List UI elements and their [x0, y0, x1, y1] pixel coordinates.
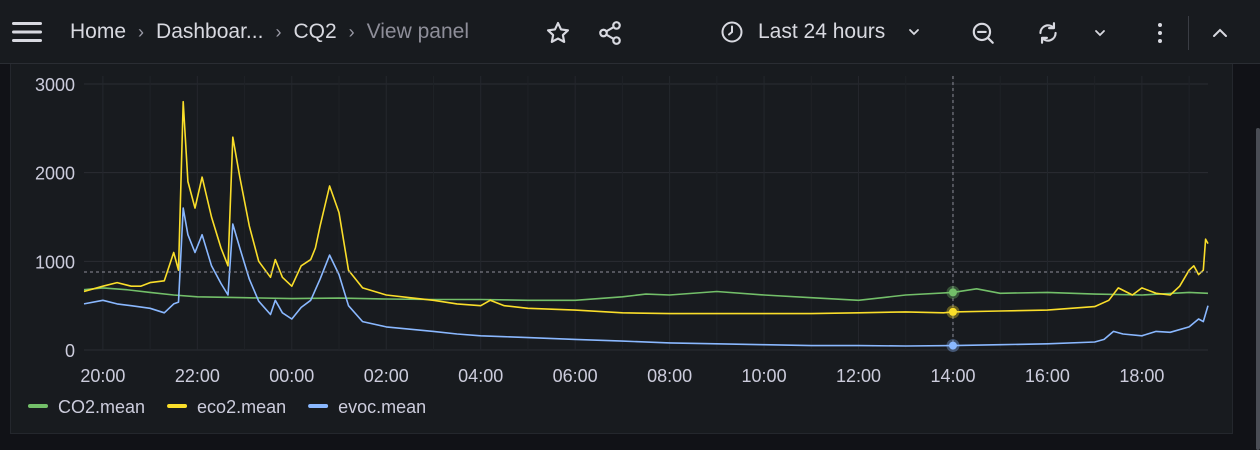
chevron-down-icon — [909, 29, 920, 36]
time-range-label: Last 24 hours — [758, 20, 886, 43]
toolbar-divider — [1188, 16, 1189, 50]
breadcrumb-current-page: View panel — [366, 20, 469, 43]
refresh-interval-dropdown[interactable] — [1090, 24, 1110, 42]
hamburger-icon — [12, 22, 42, 42]
share-button[interactable] — [596, 19, 624, 47]
clock-icon — [721, 21, 743, 43]
time-range-picker[interactable]: Last 24 hours — [720, 20, 921, 44]
chevron-right-icon: › — [138, 21, 145, 42]
chevron-up-icon — [1213, 28, 1227, 37]
chevron-right-icon: › — [275, 21, 282, 42]
menu-button[interactable] — [10, 16, 44, 48]
panel-container — [10, 64, 1233, 434]
chevron-right-icon: › — [348, 21, 355, 42]
more-options-button[interactable] — [1148, 19, 1172, 47]
collapse-toolbar-button[interactable] — [1208, 22, 1232, 44]
star-icon — [546, 21, 570, 43]
star-button[interactable] — [544, 19, 572, 47]
zoom-out-button[interactable] — [969, 19, 997, 47]
top-navigation-bar: Home › Dashboar... › CQ2 › View panel La… — [0, 0, 1260, 64]
zoom-out-icon — [972, 22, 994, 44]
refresh-button[interactable] — [1034, 19, 1062, 47]
kebab-icon — [1158, 23, 1162, 43]
page-scrollbar[interactable] — [1256, 128, 1260, 450]
breadcrumb-dashboards[interactable]: Dashboar... — [156, 20, 264, 43]
breadcrumb: Home › Dashboar... › CQ2 › View panel — [70, 20, 469, 44]
share-icon — [599, 21, 621, 45]
refresh-icon — [1039, 22, 1057, 44]
chevron-down-icon — [1095, 30, 1105, 37]
breadcrumb-home[interactable]: Home — [70, 20, 127, 43]
breadcrumb-dashboard-cq2[interactable]: CQ2 — [293, 20, 337, 43]
